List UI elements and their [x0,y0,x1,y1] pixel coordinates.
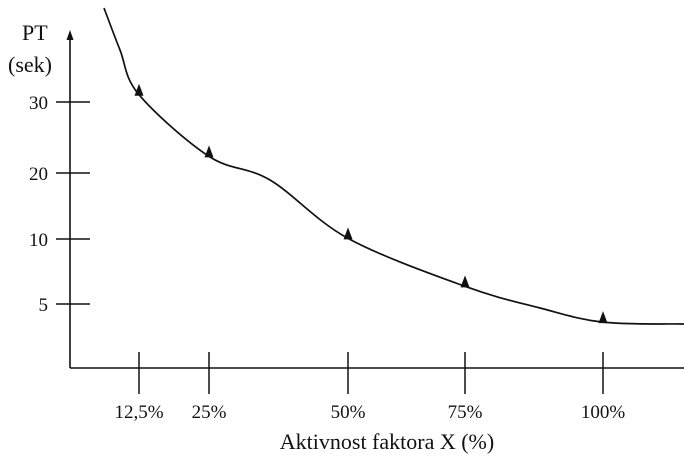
y-ticks: 5 10 20 30 [29,93,90,316]
fit-curve [103,7,684,325]
data-point-marker [598,311,608,324]
y-axis-label-line1: PT [22,20,48,45]
data-points [134,83,608,324]
y-axis-arrow-icon [66,30,74,40]
data-point-marker [134,83,144,96]
x-tick-label: 25% [192,402,227,423]
data-point-marker [204,145,214,158]
x-axis-title: Aktivnost faktora X (%) [280,429,494,454]
data-point-marker [460,275,470,288]
y-axis: PT (sek) 5 10 20 30 [8,20,90,368]
y-tick-label: 5 [39,295,49,316]
x-tick-label: 75% [448,402,483,423]
x-tick-label: 12,5% [114,402,163,423]
y-tick-label: 20 [29,164,48,185]
y-tick-label: 30 [29,93,48,114]
y-axis-label-line2: (sek) [8,52,52,77]
data-point-marker [343,227,353,240]
y-tick-label: 10 [29,230,48,251]
x-axis: 12,5% 25% 50% 75% 100% Aktivnost faktora X (… [70,352,684,454]
x-tick-label: 50% [331,402,366,423]
x-tick-label: 100% [581,402,626,423]
x-ticks: 12,5% 25% 50% 75% 100% [114,352,625,423]
